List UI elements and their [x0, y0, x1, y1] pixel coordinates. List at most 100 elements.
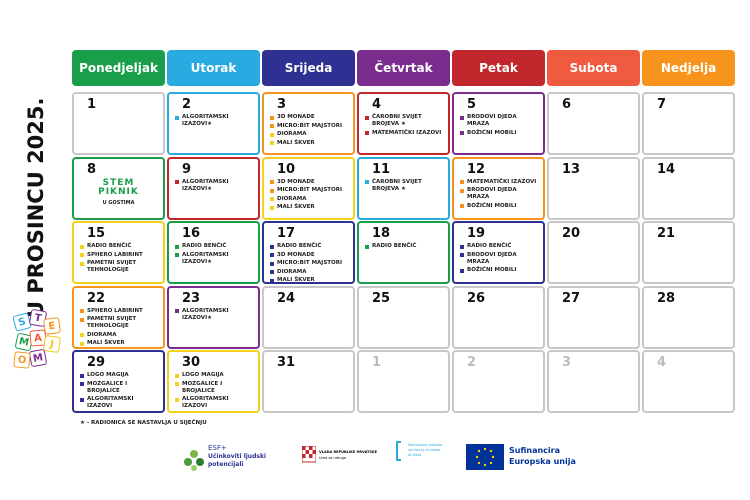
activity-text: LOGO MAGIJA: [87, 372, 129, 378]
activity: ALGORITAMSKI IZAZOVI: [80, 396, 160, 410]
day-cell: 10 3D MONADE MICRO:BIT MAJSTORI DIORAMA MALI…: [262, 156, 355, 220]
activity-list: RADIO BENČIĆ 3D MONADE MICRO:BIT MAJSTORI D…: [270, 243, 350, 286]
activity-text: MOZGALICE I BROJALICE: [87, 380, 128, 394]
weekday-header: Utorak: [167, 50, 260, 86]
day-cell: 31: [262, 350, 355, 413]
activity: MALI ŠKVER: [270, 277, 350, 284]
activity-list: SPHERO LABIRINT PAMETNI SVIJET TEHNOLOGIJ…: [80, 308, 160, 349]
activity-text: BOŽIĆNI MOBILI: [467, 202, 517, 209]
activity: ALGORITAMSKI IZAZOVI★: [175, 179, 255, 193]
weekday-header: Ponedjeljak: [72, 50, 165, 86]
activity: RADIO BENČIĆ: [175, 243, 255, 250]
day-cell: 18 RADIO BENČIĆ: [357, 221, 450, 284]
activity-text: BOŽIĆNI MOBILI: [467, 129, 517, 136]
activity-text: ALGORITAMSKI IZAZOVI★: [182, 178, 229, 192]
activity-marker: [80, 317, 84, 322]
activity-marker: [270, 253, 274, 257]
day-number: 24: [277, 290, 296, 306]
zaklada-icon: [396, 441, 401, 461]
activity-text: 3D MONADE: [277, 178, 315, 185]
day-cell: 12 MATEMATIČKI IZAZOVI BRODOVI DJEDA MRAZA…: [452, 156, 545, 220]
activity-marker: [175, 397, 179, 402]
activity-marker: [460, 253, 464, 257]
activity-text: MALI ŠKVER: [277, 139, 315, 146]
activity-marker: [175, 244, 179, 249]
day-cell: 17 RADIO BENČIĆ 3D MONADE MICRO:BIT MAJSTOR…: [262, 221, 355, 284]
eu-text1: Sufinancira: [509, 446, 561, 455]
activity: MATEMATIČKI IZAZOVI: [365, 130, 445, 137]
activity: ČAROBNI SVIJET BROJEVA ★: [365, 114, 445, 128]
activity: MICRO:BIT MAJSTORI: [270, 123, 350, 130]
day-number: 8: [87, 161, 97, 177]
activity-list: ALGORITAMSKI IZAZOVI★: [175, 179, 255, 195]
day-number: 1: [372, 355, 382, 370]
activity-text: BRODOVI DJEDA MRAZA: [467, 251, 517, 265]
stem-block: E: [42, 316, 62, 336]
activity: BOŽIĆNI MOBILI: [460, 130, 540, 137]
activity-text: ČAROBNI SVIJET BROJEVA ★: [372, 178, 422, 192]
day-number: 21: [657, 226, 676, 241]
day-cell: 22 SPHERO LABIRINT PAMETNI SVIJET TEHNOLOG…: [72, 285, 165, 349]
activity: DIORAMA: [270, 269, 350, 276]
day-cell: 14: [642, 156, 735, 220]
activity-list: 3D MONADE MICRO:BIT MAJSTORI DIORAMA MALI Š…: [270, 179, 350, 213]
day-cell: 3: [547, 350, 640, 413]
activity: MALI ŠKVER: [270, 140, 350, 147]
activity-marker: [80, 341, 84, 346]
day-number: 14: [657, 161, 676, 177]
page-title: U PROSINCU 2025.: [24, 97, 48, 319]
day-cell: 7: [642, 92, 735, 155]
activity-list: RADIO BENČIĆ SPHERO LABIRINT PAMETNI SVIJE…: [80, 243, 160, 276]
day-number: 27: [562, 290, 581, 306]
activity-marker: [175, 180, 179, 184]
day-cell: 26: [452, 285, 545, 349]
activity-text: ALGORITAMSKI IZAZOVI★: [182, 251, 229, 265]
activity-marker: [460, 204, 464, 208]
activity: MOZGALICE I BROJALICE: [80, 381, 160, 395]
activity-marker: [270, 124, 274, 128]
activity: MATEMATIČKI IZAZOVI: [460, 179, 540, 186]
activity: RADIO BENČIĆ: [365, 243, 445, 250]
activity: MOZGALICE I BROJALICE: [175, 381, 255, 395]
activity-text: DIORAMA: [277, 268, 307, 275]
day-cell: 4 ČAROBNI SVIJET BROJEVA ★ MATEMATIČKI IZA…: [357, 92, 450, 155]
day-number: 25: [372, 290, 391, 306]
activity-marker: [460, 115, 464, 120]
stem-piknik-logo: STEM PIKNIK U GOSTIMA: [74, 177, 163, 206]
activity-marker: [80, 309, 84, 313]
day-number: 7: [657, 97, 667, 112]
activity-text: PAMETNI SVIJET TEHNOLOGIJE: [87, 316, 137, 329]
day-number: 4: [372, 97, 382, 112]
day-cell: 28: [642, 285, 735, 349]
activity: ALGORITAMSKI IZAZOVI★: [175, 308, 255, 322]
activity-text: MATEMATIČKI IZAZOVI: [467, 178, 537, 185]
activity-list: LOGO MAGIJA MOZGALICE I BROJALICE ALGORITA…: [80, 372, 160, 412]
activity-text: MICRO:BIT MAJSTORI: [277, 260, 343, 266]
day-number: 6: [562, 97, 572, 112]
activity-marker: [270, 278, 274, 283]
day-number: 28: [657, 290, 676, 306]
activity-text: DIORAMA: [277, 131, 307, 137]
day-number: 4: [657, 355, 667, 370]
activity: 3D MONADE: [270, 114, 350, 121]
day-number: 12: [467, 161, 486, 177]
activity-marker: [365, 131, 369, 135]
activity: 3D MONADE: [270, 179, 350, 186]
logo-line: STEM: [102, 177, 135, 188]
activity-list: RADIO BENČIĆ: [365, 243, 445, 252]
eu-logo: Sufinancira Europska unija: [466, 444, 586, 470]
ured-text: Ured za udruge: [319, 456, 346, 460]
day-number: 15: [87, 226, 106, 241]
day-number: 5: [467, 97, 477, 112]
stem-block: M: [28, 348, 48, 368]
activity-text: MOZGALICE I BROJALICE: [182, 380, 223, 394]
day-cell: 27: [547, 285, 640, 349]
zaklada-text: Nacionalna zaklada za razvoj civilnoga d…: [408, 443, 443, 457]
activity-list: 3D MONADE MICRO:BIT MAJSTORI DIORAMA MALI Š…: [270, 114, 350, 148]
activity-text: BOŽIĆNI MOBILI: [467, 267, 517, 273]
activity-text: ČAROBNI SVIJET BROJEVA ★: [372, 114, 422, 127]
activity-marker: [270, 180, 274, 184]
activity-marker: [80, 397, 84, 402]
day-number: 22: [87, 290, 106, 306]
activity-marker: [460, 244, 464, 249]
